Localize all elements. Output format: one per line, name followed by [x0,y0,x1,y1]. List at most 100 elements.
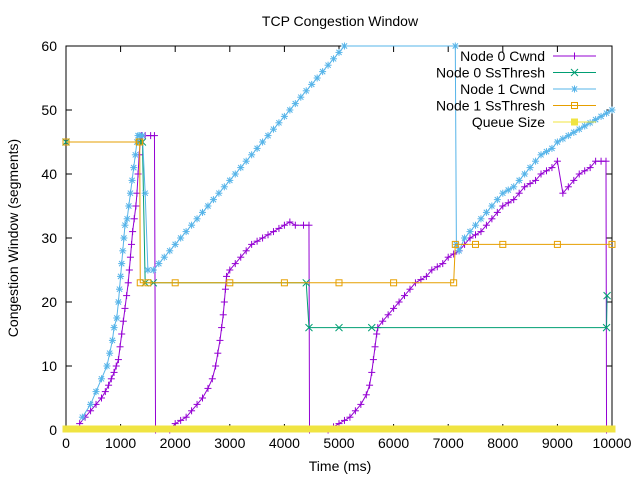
data-point [204,425,212,433]
data-point [319,425,327,433]
data-point [125,202,133,210]
data-point [313,425,321,433]
data-point [106,349,114,357]
data-point [204,202,212,210]
data-point [117,272,125,280]
data-point [116,343,124,351]
data-point [433,263,441,271]
legend-marker [571,118,578,126]
data-point [439,425,447,433]
data-point [141,189,149,197]
data-point [395,298,403,306]
data-point [138,132,146,140]
data-point [450,279,458,287]
data-point [472,221,479,229]
data-point [171,425,179,433]
data-point [149,266,157,274]
data-point [570,176,578,184]
data-point [214,349,222,357]
data-point [390,425,398,433]
data-point [116,285,124,293]
data-point [291,221,299,229]
data-point [199,394,206,402]
data-point [160,425,168,433]
data-point [218,324,226,332]
data-point [259,425,267,433]
x-tick-label: 8000 [487,435,518,451]
x-tick-label: 1000 [105,435,136,451]
data-point [291,425,299,433]
data-point [340,425,348,433]
data-point [242,425,250,433]
legend-label: Node 1 Cwnd [460,81,545,97]
data-point [450,425,458,433]
data-point [286,218,294,226]
data-point [110,368,118,376]
x-tick-label: 5000 [323,435,354,451]
data-point [401,292,409,300]
data-point [553,240,561,248]
data-point [248,240,256,248]
x-tick-label: 3000 [214,435,245,451]
data-point [368,368,376,376]
data-point [340,416,348,424]
data-point [324,425,332,433]
y-tick-label: 20 [41,294,57,310]
data-point [259,138,267,146]
data-point [390,304,398,312]
data-point [100,425,108,433]
data-point [570,128,578,136]
data-point [87,407,95,415]
data-point [482,425,490,433]
data-point [499,202,507,210]
data-point [193,400,201,408]
y-tick-label: 40 [41,166,57,182]
data-point [537,170,545,178]
data-point [461,234,469,242]
data-point [128,240,136,248]
data-point [188,407,196,415]
data-point [221,285,229,293]
data-point [212,362,220,370]
data-point [411,425,419,433]
data-point [357,425,365,433]
data-point [123,292,131,300]
data-point [119,247,127,255]
data-point [128,425,136,433]
data-point [291,100,299,108]
data-point [132,202,140,210]
data-point [136,279,144,287]
data-point [67,425,75,433]
data-point [182,228,190,236]
data-point [444,425,452,433]
data-point [466,425,474,433]
data-point [477,228,485,236]
data-point [297,425,305,433]
chart-title: TCP Congestion Window [262,13,419,29]
data-point [439,260,447,268]
data-point [111,425,119,433]
data-point [532,176,540,184]
data-point [526,164,534,172]
data-point [488,425,496,433]
data-point [220,183,228,191]
data-point [575,125,583,133]
data-point [231,425,239,433]
x-tick-label: 6000 [378,435,409,451]
data-point [521,183,529,191]
legend-marker [571,102,578,109]
data-point [97,375,105,383]
data-point [204,384,212,392]
data-point [286,106,294,114]
series-node-1-cwnd [78,42,616,421]
data-point [335,279,343,287]
x-tick-label: 9000 [542,435,573,451]
data-point [106,425,114,433]
data-point [548,164,556,172]
data-point [455,247,463,255]
data-point [433,425,441,433]
data-point [592,425,600,433]
data-point [215,425,223,433]
